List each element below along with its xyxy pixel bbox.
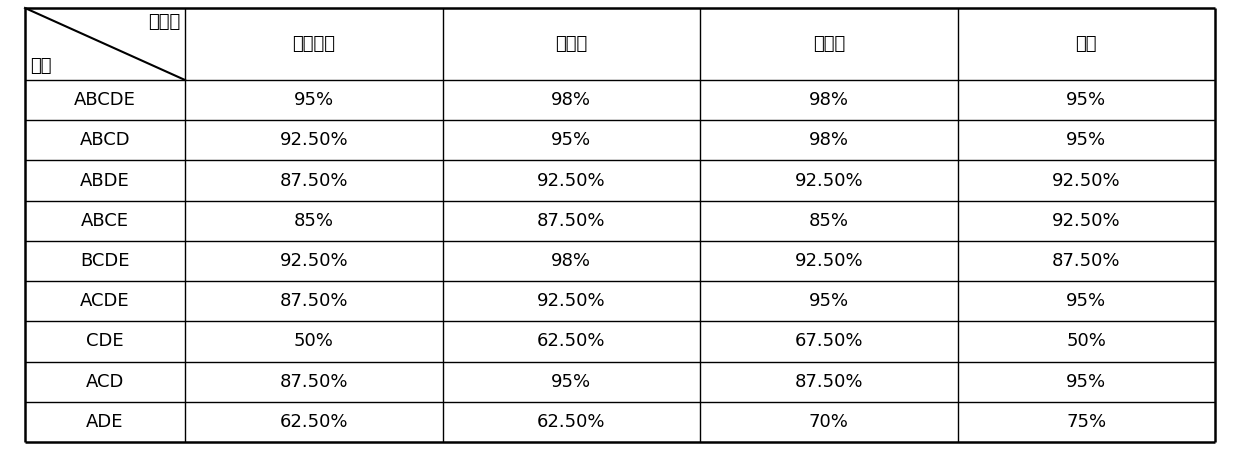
Text: 92.50%: 92.50% bbox=[1052, 212, 1121, 230]
Text: 燕麦草: 燕麦草 bbox=[812, 35, 844, 53]
Text: 87.50%: 87.50% bbox=[279, 292, 348, 310]
Text: 67.50%: 67.50% bbox=[795, 333, 863, 351]
Text: BCDE: BCDE bbox=[81, 252, 130, 270]
Text: 87.50%: 87.50% bbox=[1052, 252, 1121, 270]
Text: 95%: 95% bbox=[1066, 91, 1106, 109]
Text: 95%: 95% bbox=[808, 292, 849, 310]
Text: 95%: 95% bbox=[552, 131, 591, 149]
Text: 92.50%: 92.50% bbox=[537, 292, 605, 310]
Text: 98%: 98% bbox=[552, 252, 591, 270]
Text: ACD: ACD bbox=[86, 373, 124, 391]
Text: 50%: 50% bbox=[294, 333, 334, 351]
Text: 98%: 98% bbox=[808, 91, 848, 109]
Text: 87.50%: 87.50% bbox=[795, 373, 863, 391]
Text: 87.50%: 87.50% bbox=[537, 212, 605, 230]
Text: 92.50%: 92.50% bbox=[279, 252, 348, 270]
Text: ACDE: ACDE bbox=[81, 292, 130, 310]
Text: 92.50%: 92.50% bbox=[795, 252, 863, 270]
Text: ABDE: ABDE bbox=[81, 171, 130, 189]
Text: 配方: 配方 bbox=[30, 57, 52, 75]
Text: 62.50%: 62.50% bbox=[537, 333, 605, 351]
Text: 50%: 50% bbox=[1066, 333, 1106, 351]
Text: 92.50%: 92.50% bbox=[279, 131, 348, 149]
Text: 紫花苜蓿: 紫花苜蓿 bbox=[293, 35, 335, 53]
Text: ABCD: ABCD bbox=[79, 131, 130, 149]
Text: ADE: ADE bbox=[87, 413, 124, 431]
Text: 95%: 95% bbox=[1066, 131, 1106, 149]
Text: 披碱草: 披碱草 bbox=[556, 35, 588, 53]
Text: 98%: 98% bbox=[808, 131, 848, 149]
Text: 87.50%: 87.50% bbox=[279, 171, 348, 189]
Text: 75%: 75% bbox=[1066, 413, 1106, 431]
Text: 98%: 98% bbox=[552, 91, 591, 109]
Text: 85%: 85% bbox=[294, 212, 334, 230]
Text: 92.50%: 92.50% bbox=[1052, 171, 1121, 189]
Text: 95%: 95% bbox=[552, 373, 591, 391]
Text: 62.50%: 62.50% bbox=[537, 413, 605, 431]
Text: 95%: 95% bbox=[1066, 373, 1106, 391]
Text: 95%: 95% bbox=[294, 91, 334, 109]
Text: 62.50%: 62.50% bbox=[279, 413, 348, 431]
Text: 85%: 85% bbox=[808, 212, 848, 230]
Text: 92.50%: 92.50% bbox=[537, 171, 605, 189]
Text: 70%: 70% bbox=[808, 413, 848, 431]
Text: 95%: 95% bbox=[1066, 292, 1106, 310]
Text: ABCDE: ABCDE bbox=[74, 91, 136, 109]
Text: 羊草: 羊草 bbox=[1075, 35, 1097, 53]
Text: 出苗率: 出苗率 bbox=[148, 13, 180, 31]
Text: 92.50%: 92.50% bbox=[795, 171, 863, 189]
Text: 87.50%: 87.50% bbox=[279, 373, 348, 391]
Text: ABCE: ABCE bbox=[81, 212, 129, 230]
Text: CDE: CDE bbox=[87, 333, 124, 351]
